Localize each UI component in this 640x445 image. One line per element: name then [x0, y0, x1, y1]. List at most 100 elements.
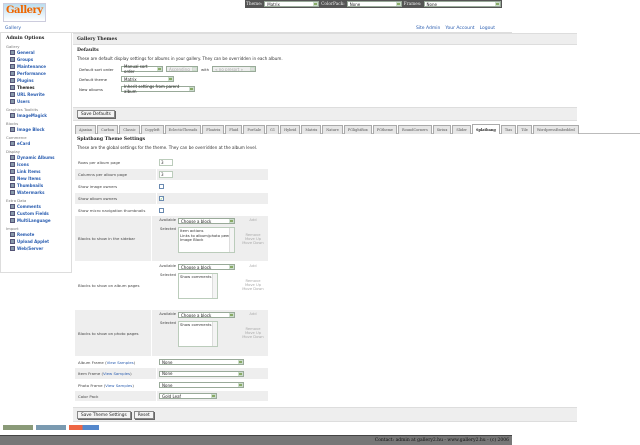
album-frame-samples-link[interactable]: View Samples — [106, 359, 134, 365]
tab-pglightbox[interactable]: PGlightBox — [343, 125, 372, 134]
selected-block-option[interactable]: Show comments — [180, 322, 212, 327]
micro-thumbnails-checkbox[interactable] — [159, 207, 164, 213]
tab-carbon[interactable]: Carbon — [97, 125, 119, 134]
sidebar-item-performance[interactable]: Performance — [6, 70, 71, 77]
theme-select[interactable]: Matrix — [264, 1, 320, 7]
selected-block-option[interactable]: Image Block — [180, 237, 204, 243]
sidebar-item-plugins[interactable]: Plugins — [6, 77, 71, 84]
colorpack-setting-select[interactable]: Gold Leaf — [159, 393, 217, 399]
sidebar-item-multilanguage[interactable]: MultiLanguage — [6, 217, 71, 224]
tab-roundcorners[interactable]: RoundCorners — [398, 125, 432, 134]
photo-blocks-add-button[interactable]: Add — [249, 312, 257, 316]
album-owners-checkbox[interactable]: ✓ — [159, 196, 164, 201]
sidebar-item-icons[interactable]: Icons — [6, 161, 71, 168]
logout-link[interactable]: Logout — [479, 25, 495, 31]
tab-tias[interactable]: Tias — [500, 125, 517, 134]
sidebar-item-groups[interactable]: Groups — [6, 56, 71, 63]
chevron-down-icon — [211, 394, 216, 398]
tab-wordpressembedded[interactable]: WordpressEmbedded — [532, 125, 579, 134]
selected-block-option[interactable]: Show comments — [180, 274, 212, 279]
css-badge[interactable] — [36, 425, 66, 430]
sidebar-blocks-available-select[interactable]: Choose a block — [178, 218, 235, 224]
save-theme-settings-button[interactable]: Save Theme Settings — [77, 411, 131, 419]
photo-blocks-available-select[interactable]: Choose a block — [178, 312, 235, 318]
sidebar-item-comments[interactable]: Comments — [6, 203, 71, 210]
sidebar-item-web-server[interactable]: Web/Server — [6, 245, 71, 252]
sidebar-item-dynamic-albums[interactable]: Dynamic Albums — [6, 154, 71, 161]
tab-nature[interactable]: Nature — [322, 125, 343, 134]
tab-floatrix[interactable]: Floatrix — [202, 125, 225, 134]
tab-eclecticthreads[interactable]: EclecticThreads — [164, 125, 202, 134]
default-theme-select[interactable]: Matrix — [121, 76, 174, 82]
tab-g1[interactable]: G1 — [266, 125, 280, 134]
item-frame-select[interactable]: None — [159, 370, 244, 377]
image-owners-checkbox[interactable] — [159, 184, 164, 189]
tab-classic[interactable]: Classic — [119, 125, 140, 134]
presort-select[interactable]: « no presort » — [212, 66, 257, 72]
sidebar-item-image-block[interactable]: Image Block — [6, 126, 71, 133]
tab-hybrid[interactable]: Hybrid — [280, 125, 301, 134]
tab-splatbang[interactable]: Splatbang — [471, 124, 500, 134]
photo-blocks-move-up-button[interactable]: Move Up — [244, 331, 262, 336]
sidebar-item-link-items[interactable]: Link Items — [6, 168, 71, 175]
sidebar-item-custom-fields[interactable]: Custom Fields — [6, 210, 71, 217]
photo-frame-samples-link[interactable]: View Samples — [105, 382, 133, 388]
sidebar-item-upload-applet[interactable]: Upload Applet — [6, 238, 71, 245]
album-blocks-move-down-button[interactable]: Move Down — [242, 287, 264, 292]
sidebar-blocks-selected-list[interactable]: Item actions Links to album/photo peers Im… — [178, 227, 235, 253]
tab-ajaxian[interactable]: Ajaxian — [75, 125, 97, 134]
sort-direction-select[interactable]: Ascending — [166, 66, 198, 72]
tab-copyleft[interactable]: Copyleft — [140, 125, 164, 134]
breadcrumb-gallery[interactable]: Gallery — [5, 25, 22, 31]
rss-badge[interactable] — [69, 425, 99, 430]
new-albums-select[interactable]: Inherit settings from parent album — [121, 84, 195, 94]
photo-blocks-move-down-button[interactable]: Move Down — [242, 335, 264, 340]
sidebar-item-users[interactable]: Users — [6, 98, 71, 105]
sidebar-blocks-move-down-button[interactable]: Move Down — [242, 241, 264, 246]
save-defaults-button[interactable]: Save Defaults — [77, 110, 115, 118]
w3c-badge[interactable] — [3, 425, 33, 430]
sidebar-item-remote[interactable]: Remote — [6, 231, 71, 238]
sidebar-item-new-items[interactable]: New Items — [6, 175, 71, 182]
album-frame-select[interactable]: None — [159, 359, 244, 365]
sidebar-blocks-add-button[interactable]: Add — [249, 218, 257, 222]
photo-frame-select[interactable]: None — [159, 382, 244, 388]
sidebar-item-thumbnails[interactable]: Thumbnails — [6, 182, 71, 189]
selected-block-option[interactable]: Links to album/photo peers — [180, 232, 232, 238]
tab-fluid[interactable]: Fluid — [225, 125, 243, 134]
columns-input[interactable]: 3 — [159, 171, 173, 178]
reset-button[interactable]: Reset — [133, 411, 154, 419]
your-account-link[interactable]: Your Account — [445, 25, 475, 31]
sidebar-item-maintenance[interactable]: Maintenance — [6, 63, 71, 70]
sidebar-item-watermarks[interactable]: Watermarks — [6, 189, 71, 196]
album-blocks-move-up-button[interactable]: Move Up — [244, 283, 262, 288]
sidebar-blocks-move-up-button[interactable]: Move Up — [244, 237, 262, 242]
album-blocks-remove-button[interactable]: Remove — [245, 279, 261, 283]
sidebar-item-themes[interactable]: Themes — [6, 84, 71, 91]
sort-order-select[interactable]: Manual sort order — [121, 64, 163, 74]
album-blocks-add-button[interactable]: Add — [249, 264, 257, 268]
sidebar-item-general[interactable]: General — [6, 49, 71, 56]
album-blocks-available-select[interactable]: Choose a block — [178, 264, 235, 270]
sidebar-item-url-rewrite[interactable]: URL Rewrite — [6, 91, 71, 98]
frames-select[interactable]: None — [423, 1, 502, 7]
sidebar-item-ecard[interactable]: eCard — [6, 140, 71, 147]
sidebar-blocks-remove-button[interactable]: Remove — [245, 233, 261, 237]
tab-tile[interactable]: Tile — [517, 125, 532, 134]
link-items-icon — [10, 169, 15, 174]
sidebar-item-imagemagick[interactable]: ImageMagick — [6, 112, 71, 119]
album-blocks-selected-list[interactable]: Show comments — [178, 273, 218, 299]
photo-blocks-selected-list[interactable]: Show comments — [178, 321, 218, 347]
photo-blocks-remove-button[interactable]: Remove — [245, 327, 261, 331]
rows-input[interactable]: 3 — [159, 159, 173, 166]
gallery-logo[interactable]: Gallery — [3, 3, 46, 22]
tab-matrix[interactable]: Matrix — [301, 125, 322, 134]
tab-porsale[interactable]: PorSale — [243, 125, 266, 134]
item-frame-samples-link[interactable]: View Samples — [102, 371, 131, 376]
colorpack-select[interactable]: None — [346, 1, 402, 7]
tab-siriux[interactable]: Siriux — [432, 125, 452, 134]
site-admin-link[interactable]: Site Admin — [415, 25, 441, 31]
tab-pgtheme[interactable]: PGtheme — [372, 125, 398, 134]
tab-slider[interactable]: Slider — [452, 125, 471, 134]
selected-block-option[interactable]: Item actions — [180, 228, 204, 233]
